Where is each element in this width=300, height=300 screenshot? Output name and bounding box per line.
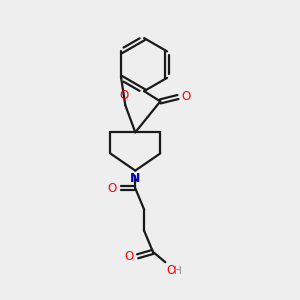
Text: O: O	[182, 91, 191, 103]
Text: H: H	[174, 266, 182, 276]
Text: N: N	[130, 172, 140, 185]
Text: O: O	[124, 250, 134, 263]
Text: O: O	[119, 88, 128, 102]
Text: O: O	[107, 182, 117, 195]
Text: O: O	[166, 264, 175, 277]
